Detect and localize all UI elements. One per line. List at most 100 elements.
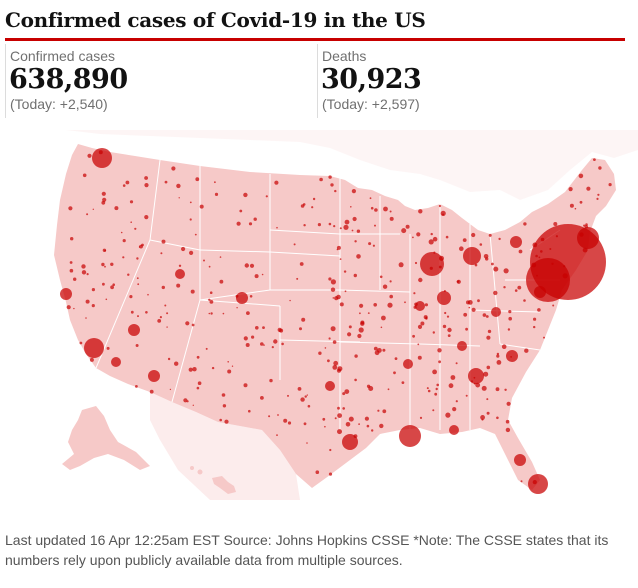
- case-dot: [351, 229, 354, 232]
- case-dot: [443, 290, 446, 292]
- case-dot: [137, 283, 140, 286]
- case-dot: [496, 416, 499, 420]
- case-dot: [419, 416, 423, 419]
- case-dot: [491, 262, 494, 266]
- case-dot: [339, 258, 342, 260]
- case-dot: [465, 327, 468, 331]
- case-dot: [379, 275, 383, 279]
- case-dot: [459, 246, 464, 251]
- case-dot: [191, 323, 195, 327]
- case-dot: [209, 291, 213, 294]
- case-dot: [144, 176, 149, 180]
- case-bubbles: [60, 148, 612, 494]
- case-dot: [483, 371, 489, 377]
- case-dot: [129, 200, 134, 204]
- case-bubble: [491, 307, 501, 317]
- case-dot: [301, 317, 306, 322]
- case-dot: [344, 389, 350, 394]
- state-boundary-line: [339, 341, 421, 345]
- case-dot: [417, 324, 423, 329]
- case-dot: [506, 401, 511, 406]
- case-dot: [381, 315, 386, 321]
- case-dot: [445, 235, 449, 239]
- case-dot: [188, 367, 193, 372]
- case-dot: [101, 191, 106, 196]
- case-dot: [578, 173, 584, 179]
- case-dot: [354, 354, 358, 358]
- hawaii-islet: [190, 466, 194, 470]
- case-dot: [110, 285, 114, 290]
- case-dot: [106, 346, 110, 350]
- case-dot: [369, 197, 372, 200]
- case-dot: [261, 273, 264, 276]
- case-dot: [456, 280, 460, 283]
- case-dot: [579, 232, 584, 237]
- case-bubble: [84, 338, 104, 358]
- case-dot: [358, 423, 360, 425]
- case-dot: [328, 472, 333, 476]
- case-dot: [276, 226, 278, 229]
- case-dot: [447, 327, 452, 333]
- case-dot: [135, 385, 138, 388]
- case-dot: [444, 311, 447, 315]
- case-dot: [418, 209, 423, 214]
- case-dot: [448, 383, 454, 389]
- case-dot: [508, 316, 512, 321]
- case-dot: [166, 326, 168, 328]
- case-dot: [273, 339, 278, 344]
- confirmed-cases-today: (Today: +2,540): [10, 96, 108, 112]
- case-dot: [540, 237, 545, 242]
- case-dot: [398, 262, 404, 268]
- case-dot: [517, 285, 522, 290]
- case-dot: [296, 277, 299, 280]
- case-dot: [243, 336, 248, 341]
- deaths-today: (Today: +2,597): [322, 96, 420, 112]
- case-dot: [337, 406, 340, 410]
- case-dot: [471, 380, 473, 383]
- case-dot: [192, 367, 197, 372]
- case-dot: [485, 257, 489, 261]
- case-dot: [389, 210, 392, 213]
- case-dot: [317, 223, 321, 227]
- case-dot: [85, 299, 90, 304]
- case-dot: [276, 434, 278, 436]
- case-dot: [347, 332, 352, 337]
- case-dot: [555, 235, 559, 238]
- case-dot: [426, 387, 429, 390]
- case-dot: [287, 394, 289, 397]
- case-dot: [149, 389, 154, 394]
- case-dot: [389, 216, 394, 221]
- state-boundary-line: [171, 299, 201, 403]
- case-dot: [251, 335, 255, 339]
- case-dot: [418, 277, 423, 283]
- case-dot: [344, 290, 347, 293]
- case-dot: [473, 376, 476, 379]
- case-dot: [508, 310, 512, 314]
- case-dot: [328, 175, 332, 179]
- case-dot: [319, 177, 323, 182]
- case-bubble: [449, 425, 459, 435]
- case-dot: [405, 224, 410, 229]
- case-dot: [524, 348, 529, 353]
- case-dot: [462, 238, 467, 242]
- case-dot: [127, 273, 130, 276]
- case-dot: [307, 404, 311, 408]
- case-dot: [412, 334, 415, 338]
- case-dot: [227, 369, 232, 374]
- case-dot: [389, 280, 392, 283]
- case-dot: [593, 158, 596, 161]
- case-dot: [334, 189, 337, 193]
- case-dot: [535, 254, 538, 258]
- case-dot: [110, 262, 114, 266]
- case-dot: [167, 357, 171, 361]
- case-dot: [503, 268, 509, 274]
- case-dot: [73, 307, 75, 310]
- case-dot: [87, 153, 92, 158]
- case-dot: [312, 197, 316, 201]
- case-dot: [122, 184, 126, 187]
- case-dot: [332, 297, 335, 299]
- case-dot: [584, 225, 588, 229]
- state-boundary-line: [269, 229, 341, 235]
- case-dot: [199, 204, 204, 209]
- case-dot: [596, 197, 599, 200]
